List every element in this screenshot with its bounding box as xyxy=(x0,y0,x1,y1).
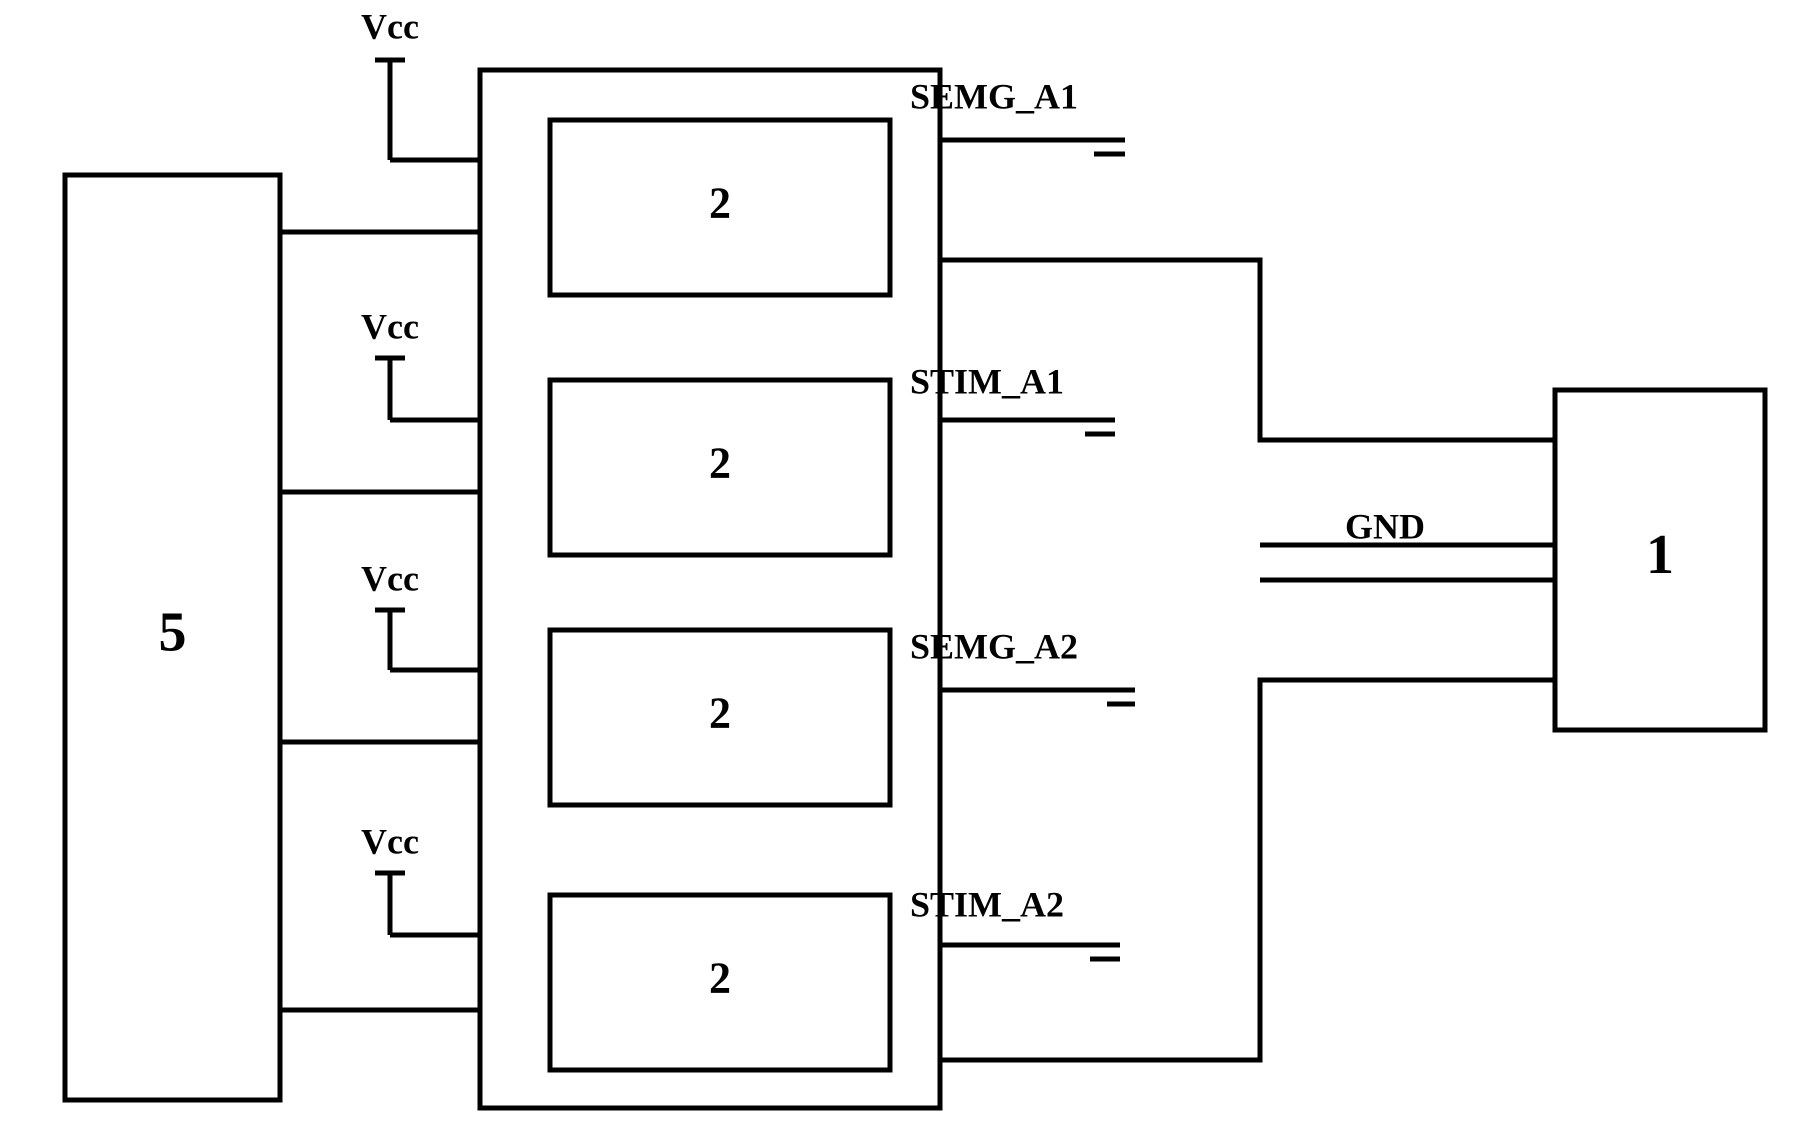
block-1-label: 1 xyxy=(1646,524,1674,586)
signal-label-4: STIM_A2 xyxy=(910,884,1064,924)
switch-block-4-label: 2 xyxy=(709,954,731,1003)
vcc-label-1: Vcc xyxy=(361,6,419,46)
bus-to-right-top xyxy=(860,260,1555,440)
signal-label-2: STIM_A1 xyxy=(910,361,1064,401)
switch-block-3-label: 2 xyxy=(709,689,731,738)
signal-label-5: GND xyxy=(1345,506,1425,546)
switch-block-2-label: 2 xyxy=(709,439,731,488)
boxes-layer: 5 2 2 2 2 1 xyxy=(65,70,1765,1108)
signal-labels-layer: SEMG_A1 STIM_A1 SEMG_A2 STIM_A2 GND xyxy=(910,76,1425,924)
vcc-label-3: Vcc xyxy=(361,558,419,598)
switch-block-1-label: 2 xyxy=(709,179,731,228)
block-5-label: 5 xyxy=(159,601,187,663)
bus-to-right-bottom xyxy=(860,680,1555,1060)
vcc-label-2: Vcc xyxy=(361,306,419,346)
signal-label-1: SEMG_A1 xyxy=(910,76,1078,116)
vcc-label-4: Vcc xyxy=(361,821,419,861)
signal-label-3: SEMG_A2 xyxy=(910,626,1078,666)
